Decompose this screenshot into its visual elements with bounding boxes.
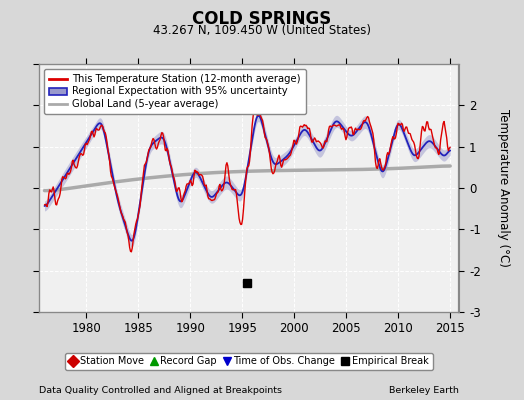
Text: Berkeley Earth: Berkeley Earth [389,386,458,395]
Text: Data Quality Controlled and Aligned at Breakpoints: Data Quality Controlled and Aligned at B… [39,386,282,395]
Text: COLD SPRINGS: COLD SPRINGS [192,10,332,28]
Y-axis label: Temperature Anomaly (°C): Temperature Anomaly (°C) [497,109,510,267]
Text: 43.267 N, 109.450 W (United States): 43.267 N, 109.450 W (United States) [153,24,371,37]
Legend: Station Move, Record Gap, Time of Obs. Change, Empirical Break: Station Move, Record Gap, Time of Obs. C… [66,353,432,370]
